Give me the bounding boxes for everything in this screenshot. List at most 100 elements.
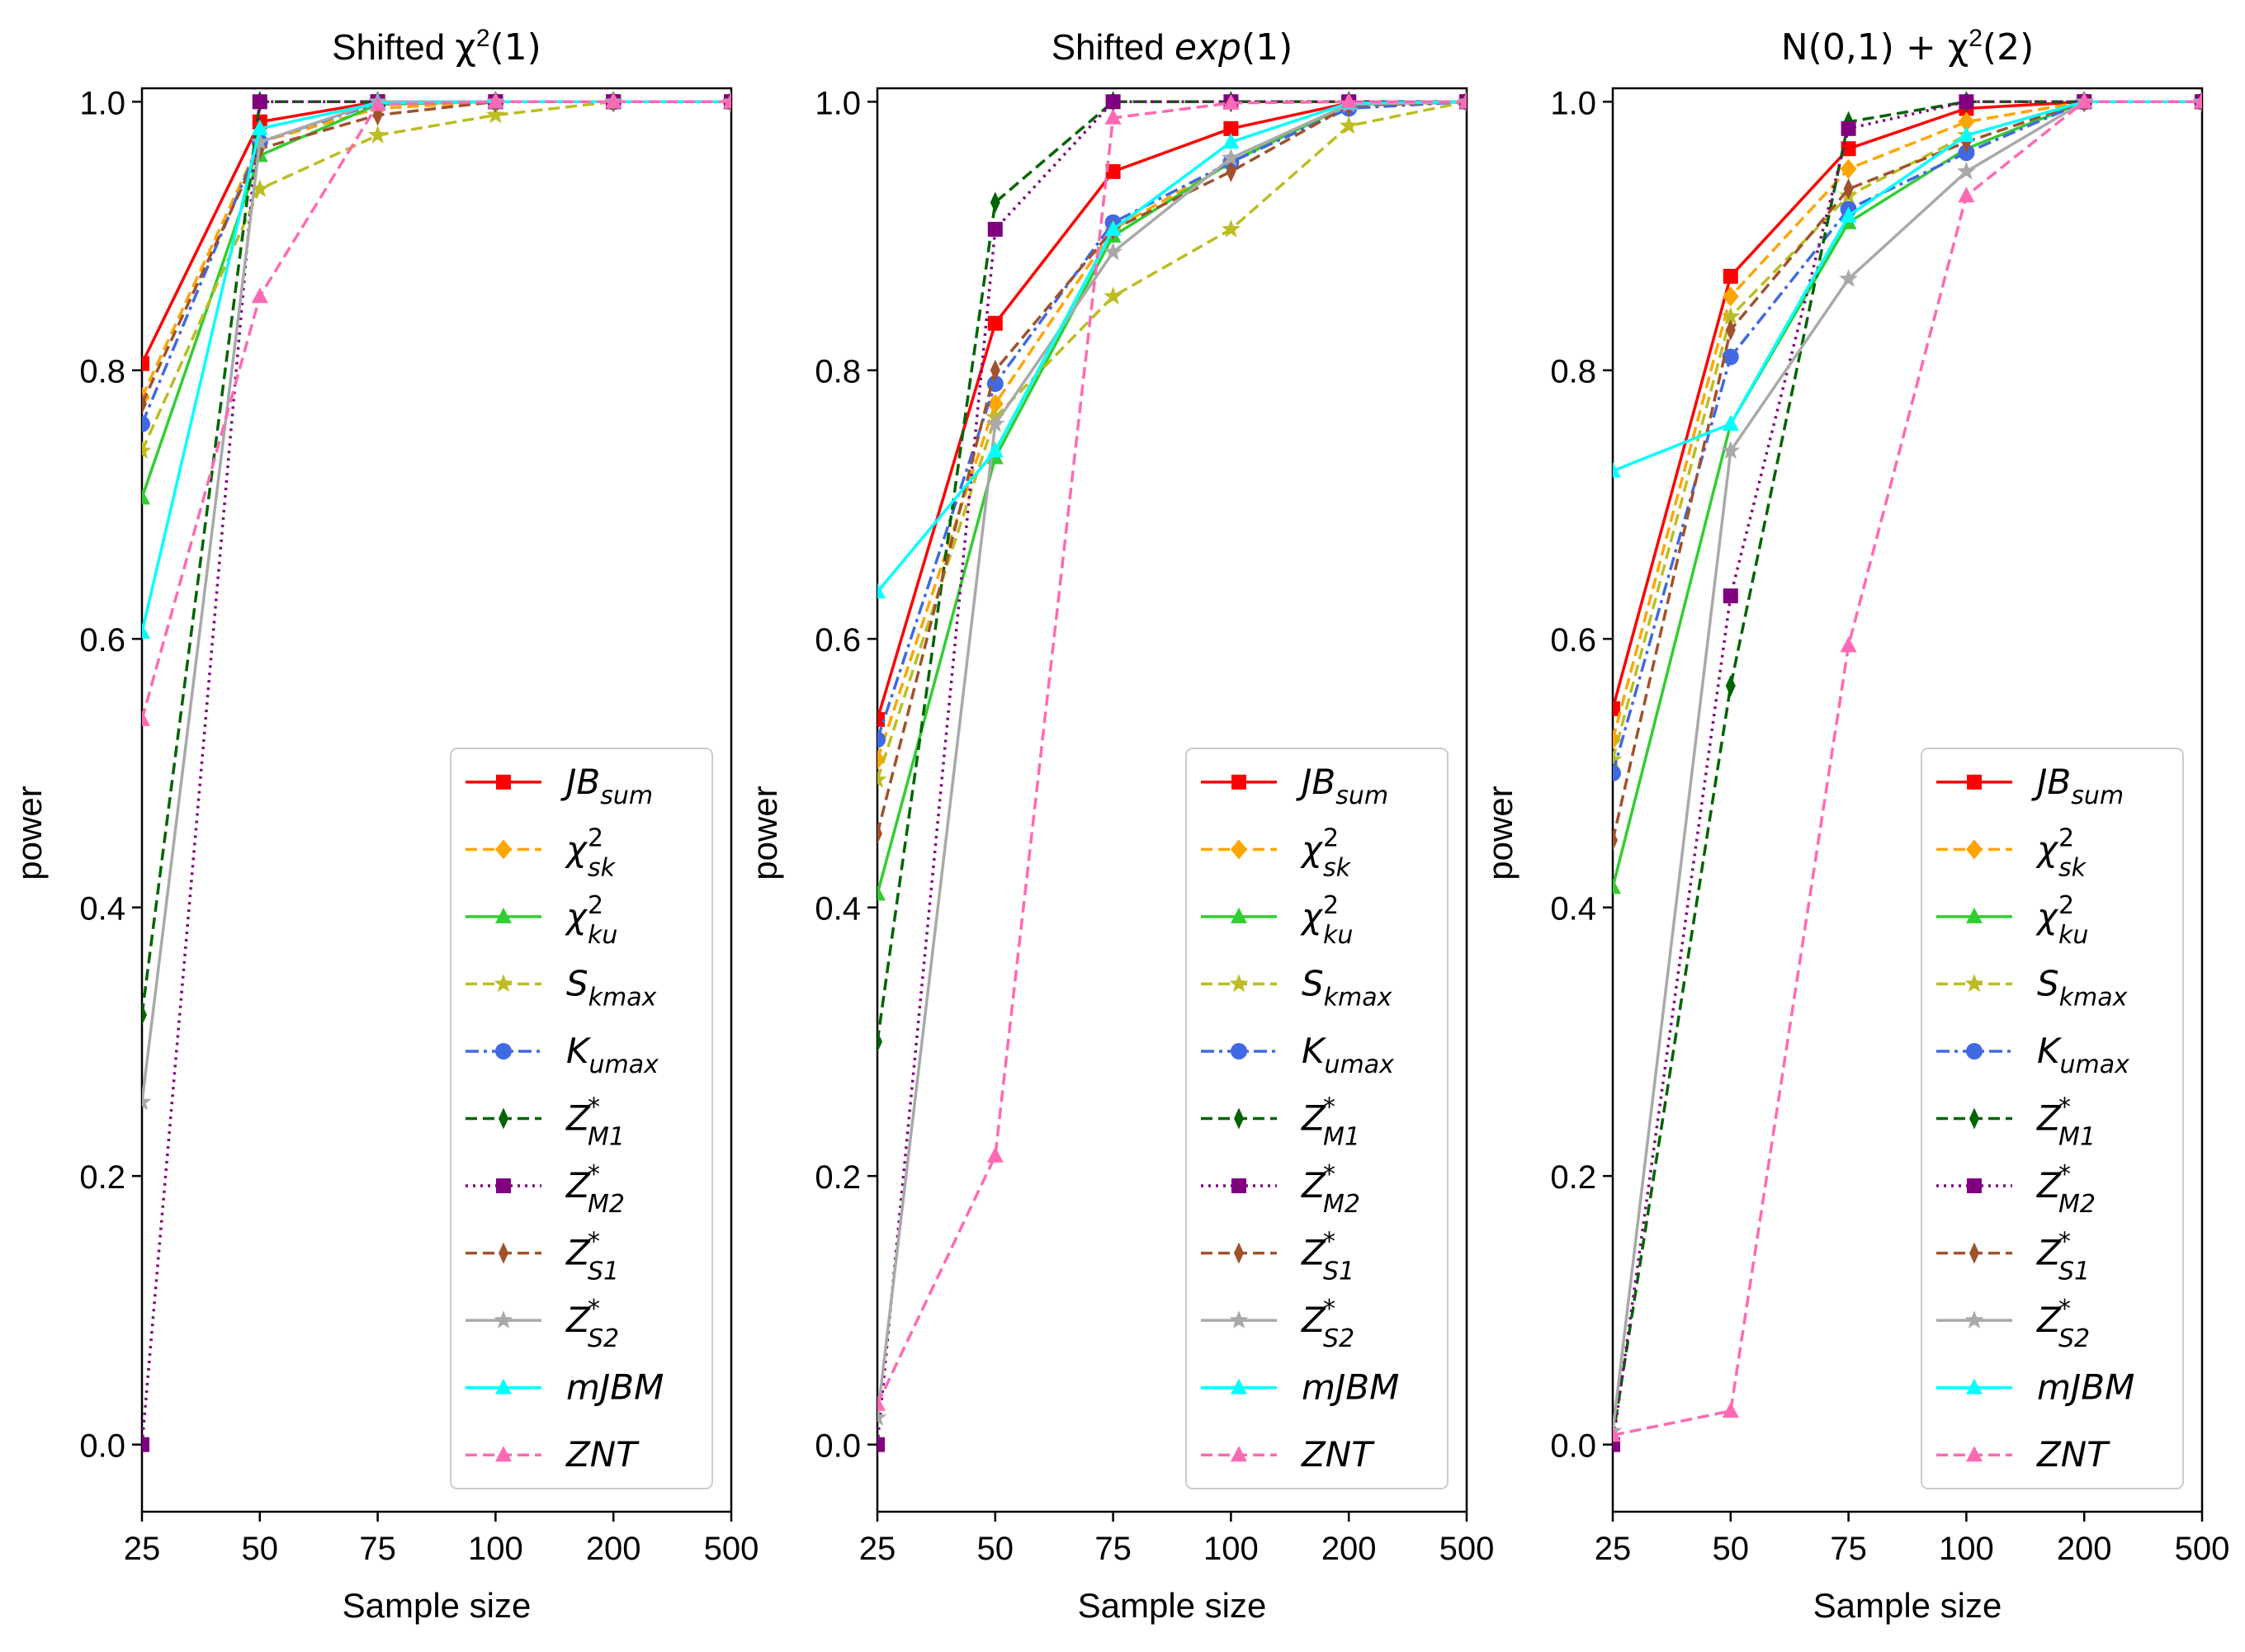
- x-tick-label: 50: [1713, 1531, 1750, 1567]
- legend-entry: χ2 ku: [1936, 891, 2088, 950]
- plot-area: [142, 91, 731, 1452]
- y-tick-label: 0.8: [79, 354, 125, 390]
- legend-label: Z* M1: [565, 1093, 625, 1152]
- data-point: [1222, 219, 1241, 238]
- data-point: [1722, 348, 1739, 366]
- legend-marker: [1234, 1107, 1244, 1130]
- data-point: [250, 179, 270, 197]
- legend-entry: Z* M2: [1936, 1160, 2096, 1219]
- data-point: [1958, 144, 1975, 162]
- legend-label: Z* M2: [565, 1160, 625, 1219]
- data-point: [1840, 158, 1857, 179]
- data-point: [372, 104, 383, 126]
- data-point: [877, 1031, 882, 1053]
- data-point: [1222, 133, 1240, 149]
- legend-label: Z* S1: [2036, 1228, 2090, 1286]
- series-JB_sum: [877, 94, 1467, 727]
- data-point: [1722, 414, 1739, 431]
- data-point: [1104, 242, 1122, 261]
- y-tick-label: 0.4: [815, 891, 861, 927]
- series-line: [877, 100, 1467, 834]
- legend-marker: [1969, 1107, 1979, 1130]
- legend: JBsum χ2 sk χ2 ku Skmax Kumax Z* M1 Z* M2 Z* S1 Z* S2 m…: [1921, 748, 2184, 1489]
- series-JB_sum: [1613, 94, 2202, 716]
- x-tick-label: 50: [977, 1531, 1014, 1567]
- legend-marker: [495, 839, 512, 860]
- data-point: [877, 1437, 885, 1452]
- data-point: [877, 583, 886, 599]
- legend-label: mJBM: [2037, 1367, 2134, 1408]
- legend-entry: mJBM: [1936, 1367, 2134, 1408]
- series-line: [1613, 100, 2202, 740]
- legend-label: JBsum: [2031, 762, 2124, 810]
- data-point: [605, 92, 622, 109]
- x-tick-label: 500: [1439, 1531, 1495, 1567]
- y-tick-label: 0.6: [815, 622, 861, 658]
- data-point: [1613, 764, 1621, 781]
- legend-marker: [495, 907, 512, 923]
- legend-entry: Skmax: [1936, 963, 2128, 1012]
- series-line: [142, 100, 731, 452]
- y-tick-label: 1.0: [1550, 85, 1596, 121]
- legend-entry: Skmax: [466, 963, 657, 1012]
- data-point: [985, 413, 1005, 432]
- y-tick-label: 0.8: [815, 354, 861, 390]
- x-tick-label: 100: [1203, 1531, 1259, 1567]
- legend-label: JBsum: [560, 762, 653, 810]
- series-K_umax: [142, 93, 731, 432]
- legend-label: χ2 ku: [565, 891, 617, 950]
- legend-label: mJBM: [1302, 1367, 1399, 1408]
- data-point: [990, 359, 1000, 381]
- legend-label: Z* S2: [565, 1295, 619, 1353]
- data-point: [1840, 206, 1857, 223]
- legend-marker: [1234, 1242, 1244, 1264]
- data-point: [877, 770, 887, 788]
- legend-marker: [495, 1378, 512, 1395]
- data-point: [1725, 319, 1736, 341]
- legend-marker: [1966, 1042, 1983, 1060]
- data-point: [142, 489, 150, 505]
- legend-entry: Skmax: [1201, 963, 1392, 1012]
- legend-marker: [1966, 1378, 1983, 1395]
- legend-label: Z* S2: [1301, 1295, 1354, 1353]
- legend-entry: JBsum: [466, 762, 653, 810]
- legend-marker: [494, 974, 513, 993]
- x-tick-label: 25: [859, 1531, 896, 1567]
- data-point: [987, 221, 1003, 237]
- legend-label: Kumax: [2037, 1031, 2129, 1079]
- data-point: [723, 92, 731, 109]
- x-tick-label: 25: [124, 1531, 161, 1567]
- x-axis-label: Sample size: [1078, 1586, 1267, 1625]
- legend-entry: χ2 sk: [1201, 824, 1352, 882]
- y-tick-label: 0.0: [79, 1428, 125, 1465]
- legend-label: Z* M1: [1301, 1093, 1360, 1152]
- legend-box: [1185, 748, 1449, 1489]
- legend-label: Z* M1: [2036, 1093, 2096, 1152]
- legend-marker: [1967, 774, 1982, 790]
- legend-entry: Z* S1: [1936, 1228, 2090, 1286]
- data-point: [369, 95, 386, 111]
- legend-label: Z* S1: [565, 1228, 619, 1286]
- legend-marker: [1964, 1310, 1984, 1329]
- legend-label: Skmax: [566, 963, 657, 1012]
- legend-entry: χ2 ku: [466, 891, 617, 950]
- x-tick-label: 200: [2057, 1531, 2112, 1567]
- legend-label: mJBM: [566, 1367, 664, 1408]
- x-tick-label: 200: [586, 1531, 641, 1567]
- series-line: [1613, 100, 2202, 1437]
- x-tick-label: 25: [1595, 1531, 1632, 1567]
- data-point: [877, 711, 885, 727]
- legend-label: χ2 ku: [1300, 891, 1353, 950]
- data-point: [142, 356, 149, 371]
- legend-label: Kumax: [566, 1031, 659, 1079]
- data-point: [142, 1092, 152, 1111]
- series-S_kmax: [142, 92, 731, 460]
- legend-label: Z* S2: [2036, 1295, 2090, 1353]
- data-point: [877, 1408, 887, 1426]
- legend-entry: Z* M2: [466, 1160, 625, 1219]
- x-tick-label: 500: [2175, 1531, 2230, 1567]
- legend-label: χ2 sk: [565, 824, 617, 882]
- legend-label: Kumax: [1302, 1031, 1394, 1079]
- legend: JBsum χ2 sk χ2 ku Skmax Kumax Z* M1 Z* M2 Z* S1 Z* S2 m…: [450, 748, 713, 1489]
- legend-entry: JBsum: [1936, 762, 2124, 810]
